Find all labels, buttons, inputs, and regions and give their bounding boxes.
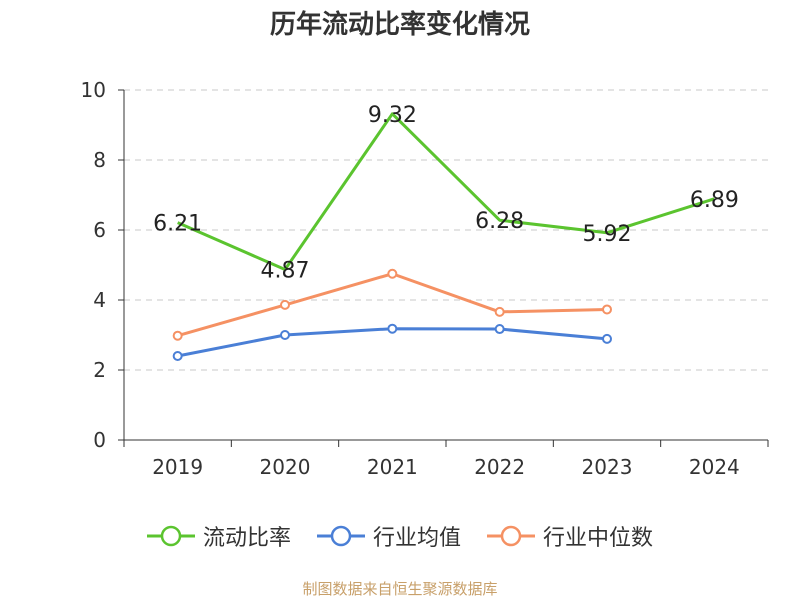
data-label: 4.87 [261,259,310,284]
legend-label: 行业中位数 [543,526,654,551]
chart-title: 历年流动比率变化情况 [269,10,530,40]
x-tick-label: 2020 [260,455,311,479]
legend-line-circle-icon [316,525,365,547]
x-tick-label: 2019 [152,455,203,479]
data-label: 9.32 [368,103,417,128]
y-tick-label: 6 [93,218,106,242]
data-label: 5.92 [583,222,632,247]
source-note: 制图数据来自恒生聚源数据库 [302,580,498,598]
data-point [494,324,505,335]
x-tick-label: 2023 [582,455,633,479]
data-label: 6.28 [475,209,524,234]
data-point [172,351,183,361]
data-point [172,330,183,341]
y-tick-label: 10 [81,78,106,102]
legend-item[interactable]: 行业中位数 [487,520,653,552]
y-tick-label: 4 [93,288,106,312]
x-tick-label: 2021 [367,455,418,479]
legend-line-circle-icon [146,525,195,547]
y-tick-label: 2 [93,358,106,382]
data-point [280,299,290,310]
series-line [177,112,715,272]
data-label: 6.89 [690,188,739,213]
legend-item[interactable]: 流动比率 [146,520,291,552]
legend-label: 行业均值 [372,526,461,551]
legend-item[interactable]: 行业均值 [316,520,461,552]
legend-line-circle-icon [487,525,535,547]
data-point [387,268,398,279]
data-point [602,304,612,315]
data-point [602,333,612,344]
data-label: 6.21 [153,212,202,237]
data-point [280,330,290,340]
data-point [494,306,505,317]
x-tick-label: 2024 [689,455,740,479]
data-point [387,323,398,334]
y-tick-label: 0 [93,428,106,452]
x-tick-label: 2022 [474,455,525,479]
legend: 流动比率 行业均值 行业中位数 [0,520,800,552]
legend-label: 流动比率 [202,526,291,551]
y-tick-label: 8 [93,148,106,172]
